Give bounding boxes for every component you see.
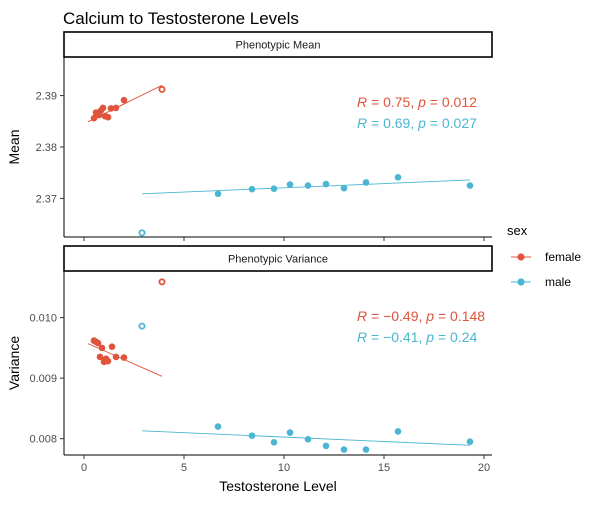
legend-title: sex: [507, 223, 528, 238]
legend-dot-icon: [517, 253, 525, 261]
point-female: [90, 114, 98, 122]
point-female: [120, 96, 128, 104]
point-male: [214, 423, 222, 430]
legend-item-female: female: [511, 250, 581, 264]
point-female: [107, 105, 115, 112]
point-male: [304, 182, 312, 189]
point-male: [394, 428, 402, 435]
strip-box: [63, 245, 493, 272]
correlation-annotation: R = −0.49, p = 0.148: [357, 308, 485, 324]
point-male: [248, 185, 256, 193]
outlier-female: [158, 278, 166, 286]
correlation-annotation: R = −0.41, p = 0.24: [357, 329, 478, 345]
point-female: [98, 344, 106, 352]
point-male: [340, 446, 348, 453]
correlation-annotation: R = 0.69, p = 0.027: [357, 115, 477, 131]
y-tick-label: 0.008: [29, 434, 57, 446]
point-male: [214, 190, 222, 198]
panel-variance: Phenotypic Variance 0.008 0.009 0.010 Varian…: [6, 245, 493, 474]
point-female: [112, 353, 120, 361]
x-tick-label: 15: [378, 462, 390, 474]
x-tick-label: 10: [278, 462, 290, 474]
y-tick-label: 2.37: [36, 193, 57, 205]
point-female: [108, 343, 116, 350]
y-axis-label: Mean: [6, 129, 22, 164]
strip-label: Phenotypic Variance: [228, 254, 328, 266]
legend: sex female male: [507, 223, 581, 289]
point-female: [104, 357, 112, 365]
y-tick-label: 2.38: [36, 142, 57, 154]
point-male: [466, 438, 474, 445]
x-tick-label: 5: [181, 462, 187, 474]
point-female: [96, 353, 104, 361]
x-tick-label: 20: [478, 462, 490, 474]
point-female: [104, 113, 112, 121]
point-female: [120, 354, 128, 361]
point-male: [304, 435, 312, 443]
point-male: [394, 174, 402, 181]
point-male: [286, 181, 294, 188]
point-male: [270, 438, 278, 446]
point-male: [362, 179, 370, 186]
y-axis-label: Variance: [6, 336, 22, 390]
x-axis-label: Testosterone Level: [219, 478, 337, 494]
point-male: [466, 182, 474, 189]
outlier-male: [138, 322, 146, 330]
outlier-male: [138, 229, 146, 237]
y-tick-label: 2.39: [36, 91, 57, 103]
point-male: [286, 429, 294, 436]
panel-mean: Phenotypic Mean 2.37 2.38 2.39 Mean R = 0.75,…: [6, 31, 493, 241]
y-tick-label: 0.009: [29, 373, 57, 385]
chart-title: Calcium to Testosterone Levels: [63, 9, 299, 28]
point-female: [112, 104, 120, 112]
x-tick-label: 0: [81, 462, 87, 474]
point-male: [270, 185, 278, 192]
point-female: [94, 339, 102, 347]
point-male: [340, 184, 348, 192]
point-female: [99, 104, 107, 112]
legend-item-male: male: [511, 275, 571, 289]
strip-box: [63, 31, 493, 58]
legend-label: male: [545, 275, 571, 289]
outlier-female: [158, 85, 166, 93]
legend-label: female: [545, 250, 581, 264]
point-male: [322, 180, 330, 188]
strip-label: Phenotypic Mean: [236, 40, 321, 52]
legend-dot-icon: [517, 278, 525, 286]
point-male: [362, 446, 370, 453]
point-male: [248, 432, 256, 439]
y-tick-label: 0.010: [29, 313, 57, 325]
point-male: [322, 442, 330, 450]
correlation-annotation: R = 0.75, p = 0.012: [357, 94, 477, 110]
